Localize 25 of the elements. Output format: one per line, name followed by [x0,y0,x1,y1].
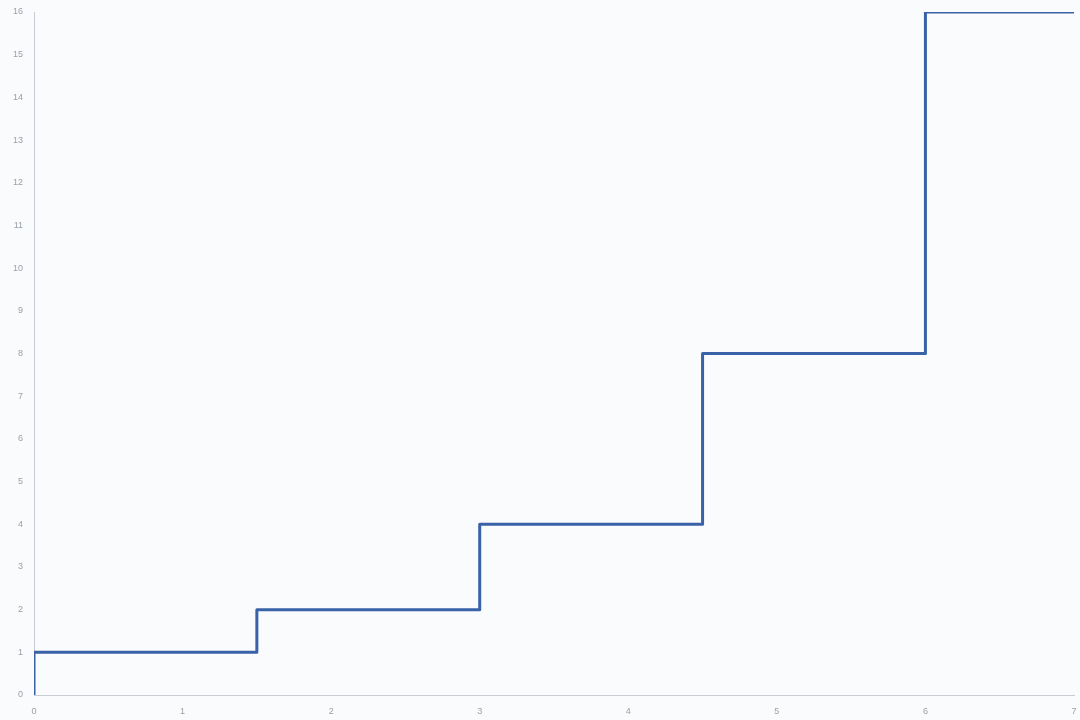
y-tick-label: 12 [12,177,23,188]
x-tick-label: 2 [328,705,334,716]
x-tick-label: 0 [31,705,37,716]
x-tick-label: 3 [477,705,483,716]
y-tick-label: 4 [17,518,23,529]
y-tick-label: 11 [13,219,23,230]
y-tick-label: 5 [17,476,23,487]
y-tick-label: 13 [12,134,23,145]
y-tick-label: 7 [17,390,23,401]
y-tick-label: 6 [17,433,23,444]
y-tick-label: 16 [12,6,23,17]
x-tick-label: 4 [625,705,631,716]
x-tick-label: 6 [922,705,928,716]
y-tick-label: 9 [17,305,23,316]
x-tick-label: 1 [180,705,186,716]
y-tick-label: 15 [12,49,23,60]
y-tick-label: 8 [17,347,23,358]
y-tick-label: 0 [17,689,23,700]
y-tick-label: 10 [12,262,23,273]
y-tick-label: 2 [17,604,23,615]
x-tick-label: 7 [1071,705,1077,716]
y-tick-label: 14 [12,91,23,102]
y-tick-label: 1 [17,646,23,657]
y-tick-label: 3 [17,561,23,572]
x-tick-label: 5 [774,705,780,716]
